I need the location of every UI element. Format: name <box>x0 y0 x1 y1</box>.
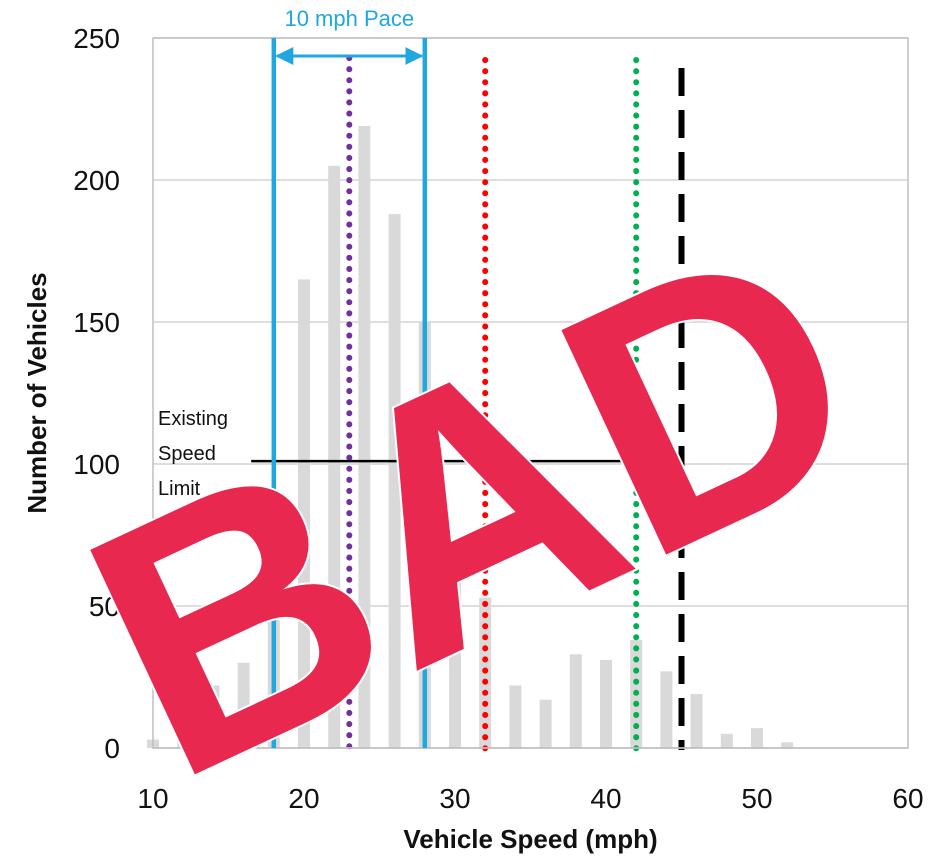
pace-label: 10 mph Pace <box>284 6 414 31</box>
x-tick-label-10: 10 <box>137 783 168 814</box>
y-tick-label-200: 200 <box>73 165 120 196</box>
bar-44 <box>660 671 672 748</box>
bad-stamp-overlay: BAD <box>36 160 913 854</box>
y-axis-title: Number of Vehicles <box>22 272 52 513</box>
y-tick-label-0: 0 <box>104 733 120 764</box>
x-tick-label-50: 50 <box>741 783 772 814</box>
bar-46 <box>691 694 703 748</box>
bar-36 <box>540 700 552 748</box>
x-tick-label-40: 40 <box>590 783 621 814</box>
y-tick-label-250: 250 <box>73 23 120 54</box>
bar-48 <box>721 734 733 748</box>
bar-40 <box>600 660 612 748</box>
bad-stamp-text: BAD <box>36 160 913 854</box>
x-tick-label-30: 30 <box>439 783 470 814</box>
bar-52 <box>781 742 793 748</box>
x-tick-label-60: 60 <box>892 783 923 814</box>
y-tick-label-150: 150 <box>73 307 120 338</box>
bar-50 <box>751 728 763 748</box>
x-axis-title: Vehicle Speed (mph) <box>403 824 657 854</box>
